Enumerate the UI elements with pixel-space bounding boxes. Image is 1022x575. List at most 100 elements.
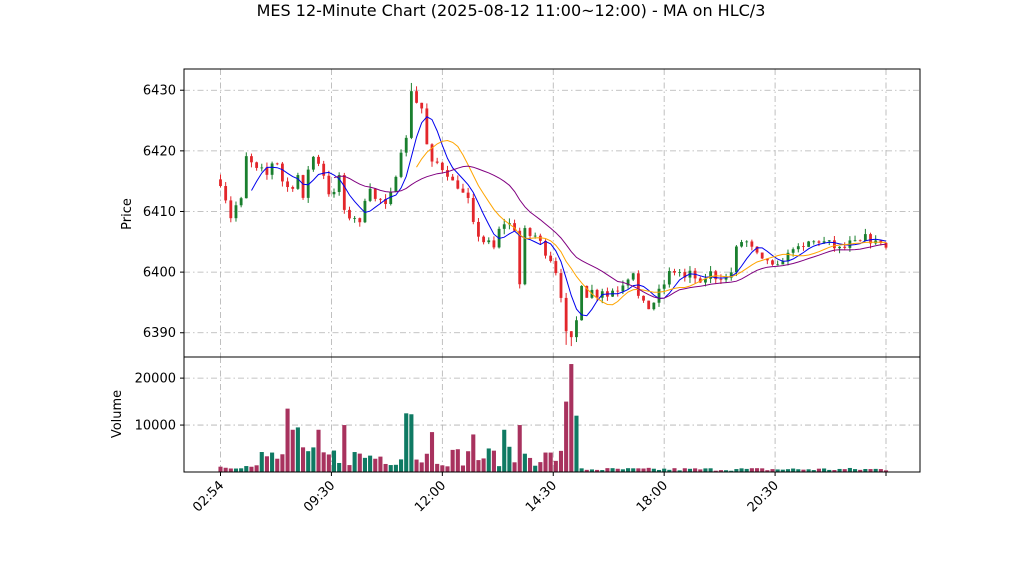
volume-bar — [770, 469, 775, 472]
volume-bar — [703, 468, 708, 472]
volume-bar — [378, 456, 383, 472]
volume-bar — [739, 468, 744, 472]
volume-bars — [218, 364, 889, 472]
volume-bar — [785, 469, 791, 472]
volume-bar — [331, 450, 337, 472]
candle-body — [384, 199, 387, 205]
candle-body — [709, 271, 713, 279]
volume-bar — [847, 467, 852, 472]
volume-bar — [347, 465, 352, 472]
candle-body — [327, 175, 331, 195]
volume-bar — [780, 469, 785, 472]
volume-bar — [677, 470, 682, 472]
candle-body — [750, 241, 754, 247]
volume-bar — [440, 465, 445, 472]
candle-body — [678, 272, 682, 273]
candle-body — [322, 163, 326, 176]
candle-body — [482, 236, 486, 243]
candle-body — [760, 252, 764, 259]
candle-body — [796, 246, 800, 250]
volume-bar — [724, 470, 729, 472]
volume-bar — [765, 470, 770, 472]
volume-tick-label: 20000 — [135, 372, 176, 387]
candle-body — [518, 230, 522, 285]
candle-body — [729, 272, 733, 278]
candle-body — [492, 240, 496, 248]
candle-body — [616, 290, 620, 292]
candle-body — [884, 242, 888, 248]
candle-body — [863, 234, 867, 242]
x-tick-label: 09:30 — [301, 478, 338, 515]
volume-bar — [285, 408, 290, 472]
candle-body — [399, 152, 403, 177]
candle-body — [559, 273, 563, 298]
volume-bar — [600, 470, 605, 472]
candle-body — [348, 209, 351, 219]
volume-bar — [636, 468, 641, 472]
volume-panel-frame — [183, 356, 921, 473]
volume-bar — [486, 448, 491, 472]
volume-bar — [373, 458, 378, 472]
candle-body — [477, 221, 480, 237]
candle-body — [528, 228, 532, 236]
candle-body — [363, 200, 367, 223]
candle-body — [580, 285, 584, 321]
candle-body — [255, 162, 259, 168]
candle-body — [275, 163, 279, 165]
volume-bar — [326, 454, 331, 472]
volume-bar — [517, 425, 522, 472]
candle-body — [219, 179, 222, 187]
candle-body — [487, 240, 491, 243]
candle-body — [296, 175, 300, 189]
volume-bar — [775, 469, 780, 472]
volume-bar — [233, 468, 239, 472]
volume-bar — [584, 469, 589, 472]
candle-body — [342, 175, 346, 210]
volume-bar — [626, 468, 631, 472]
volume-bar — [368, 455, 373, 472]
volume-bar — [228, 468, 233, 472]
candle-body — [425, 108, 429, 145]
candle-body — [229, 200, 233, 219]
x-tick-label: 12:00 — [412, 478, 449, 515]
volume-bar — [595, 469, 600, 472]
volume-bar — [729, 470, 734, 472]
candle-body — [807, 241, 811, 247]
volume-bar — [760, 468, 765, 472]
volume-bar — [620, 469, 625, 472]
volume-bar — [883, 470, 889, 472]
volume-bar — [450, 449, 455, 472]
volume-bar — [259, 452, 264, 472]
candle-body — [301, 175, 305, 198]
volume-bar — [687, 468, 693, 472]
volume-bar — [476, 460, 481, 472]
volume-grid — [184, 357, 920, 472]
volume-bar — [244, 466, 249, 472]
volume-bar — [270, 452, 275, 472]
candle-body — [260, 167, 264, 169]
candle-body — [544, 240, 547, 256]
volume-bar — [466, 451, 471, 472]
volume-bar — [708, 468, 713, 472]
volume-bar — [615, 468, 620, 472]
volume-bar — [878, 469, 883, 472]
volume-bar — [667, 469, 672, 472]
volume-bar — [662, 468, 667, 472]
x-tick-label: 14:30 — [523, 478, 560, 515]
candle-body — [420, 102, 424, 109]
candle-body — [286, 181, 289, 188]
candle-body — [621, 285, 625, 292]
candle-body — [657, 288, 661, 303]
volume-bar — [605, 468, 610, 472]
volume-bar — [718, 470, 723, 472]
candle-body — [647, 300, 651, 310]
candle-body — [698, 278, 702, 283]
candle-body — [822, 241, 826, 243]
candle-body — [224, 186, 228, 201]
volume-bar — [280, 454, 285, 472]
candle-body — [430, 144, 434, 162]
volume-bar — [631, 468, 636, 472]
volume-bar — [543, 452, 548, 472]
volume-bar — [424, 453, 429, 472]
volume-bar — [522, 453, 527, 472]
